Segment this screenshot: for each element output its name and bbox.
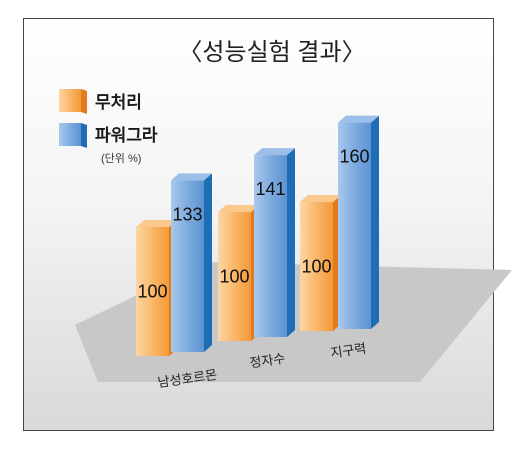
legend-swatch-side-series-2: [81, 123, 87, 148]
bar-side-2-3: [371, 115, 379, 329]
value-label-1-2: 100: [219, 267, 249, 287]
bar-front-1-3: [300, 202, 333, 331]
value-label-2-3: 160: [339, 147, 369, 167]
bar-top-2-3: [338, 115, 379, 123]
bar-front-1-1: [136, 227, 169, 356]
bar-1-2: 100: [218, 205, 259, 341]
value-label-2-2: 141: [255, 179, 285, 199]
bar-side-2-2: [287, 148, 295, 337]
chart-title: 〈성능실험 결과〉: [178, 39, 365, 66]
unit-label: (단위 %): [101, 152, 141, 165]
bar-2-2: 141: [254, 148, 295, 337]
value-label-2-1: 133: [172, 204, 202, 224]
bars-layer: 100 133 100 141 100 160: [136, 115, 379, 356]
legend-label-series-1: 무처리: [95, 93, 142, 112]
bar-front-1-2: [218, 212, 251, 341]
value-label-1-1: 100: [137, 282, 167, 302]
bar-top-1-2: [218, 205, 259, 212]
legend-label-series-2: 파워그라: [95, 126, 158, 145]
bar-1-1: 100: [136, 220, 177, 356]
bar-1-3: 100: [300, 195, 341, 331]
bar-top-1-1: [136, 220, 177, 227]
category-label-2: 정자수: [249, 351, 287, 371]
category-labels: 남성호르몬 정자수 지구력: [157, 341, 367, 391]
legend-item-series-1: 무처리: [59, 89, 142, 114]
bar-2-3: 160: [338, 115, 379, 329]
legend-swatch-series-2: [59, 123, 81, 146]
bar-2-1: 133: [171, 173, 212, 352]
bar-top-2-2: [254, 148, 295, 156]
bar-top-1-3: [300, 195, 341, 202]
bar-front-2-1: [171, 180, 204, 352]
value-label-1-3: 100: [301, 257, 331, 277]
category-label-3: 지구력: [330, 341, 368, 361]
legend-item-series-2: 파워그라: [59, 123, 158, 148]
legend-swatch-side-series-1: [81, 89, 87, 114]
legend-swatch-series-1: [59, 89, 81, 112]
legend: 무처리 파워그라 (단위 %): [59, 89, 158, 165]
bar-front-2-3: [338, 122, 371, 329]
bar-front-2-2: [254, 155, 287, 337]
bar-top-2-1: [171, 173, 212, 181]
bar-side-2-1: [204, 173, 212, 352]
